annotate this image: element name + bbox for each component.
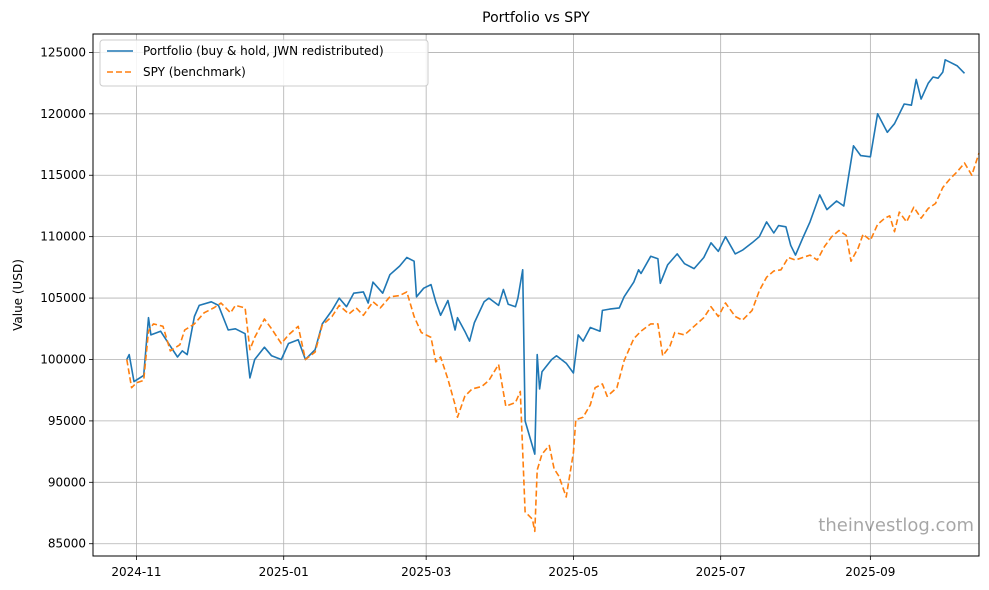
x-tick-label: 2025-01 — [259, 565, 309, 579]
y-tick-label: 95000 — [48, 414, 86, 428]
plot-frame — [92, 33, 980, 557]
series-line-spy — [126, 152, 980, 533]
y-tick-label: 105000 — [40, 291, 86, 305]
legend-box — [99, 39, 429, 87]
y-tick-label: 110000 — [40, 230, 86, 244]
y-tick-label: 120000 — [40, 107, 86, 121]
y-axis-label: Value (USD) — [11, 259, 25, 331]
legend-label-spy: SPY (benchmark) — [143, 65, 246, 79]
y-tick-label: 85000 — [48, 537, 86, 551]
y-tick-label: 125000 — [40, 45, 86, 59]
legend: Portfolio (buy & hold, JWN redistributed… — [99, 39, 429, 87]
grid-lines — [93, 34, 979, 556]
y-tick-label: 90000 — [48, 475, 86, 489]
x-tick-label: 2025-07 — [696, 565, 746, 579]
series-lines — [126, 59, 980, 533]
legend-label-portfolio: Portfolio (buy & hold, JWN redistributed… — [143, 44, 384, 58]
x-tick-label: 2025-09 — [845, 565, 895, 579]
y-tick-label: 115000 — [40, 168, 86, 182]
x-tick-label: 2024-11 — [111, 565, 161, 579]
x-tick-label: 2025-05 — [548, 565, 598, 579]
series-line-portfolio — [126, 59, 966, 455]
y-axis-ticks: 85000 90000 95000 100000 105000 110000 115000 1… — [40, 45, 93, 551]
x-tick-label: 2025-03 — [401, 565, 451, 579]
y-tick-label: 100000 — [40, 352, 86, 366]
chart-title: Portfolio vs SPY — [482, 10, 590, 26]
watermark-text: theinvestlog.com — [818, 515, 974, 536]
x-axis-ticks: 2024-11 2025-01 2025-03 2025-05 2025-07 2025-… — [111, 556, 895, 579]
